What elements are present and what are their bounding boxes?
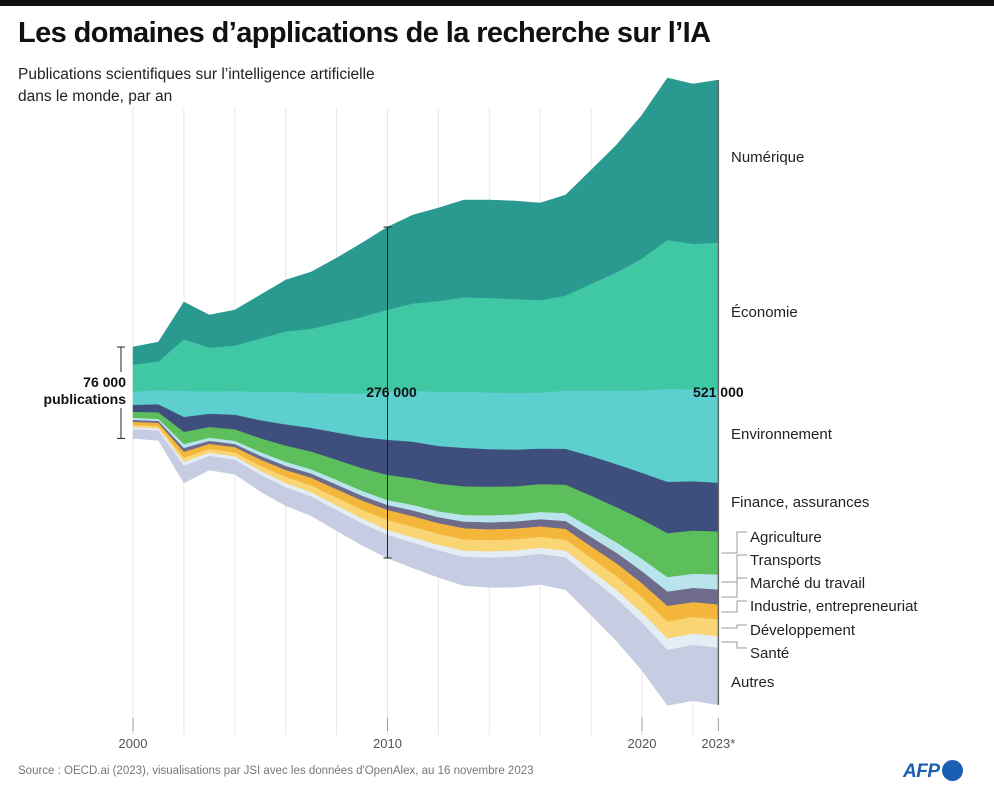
series-label: Santé	[750, 645, 789, 662]
chart-subtitle: Publications scientifiques sur l’intelli…	[18, 64, 538, 108]
series-label: Transports	[750, 552, 821, 569]
label-connector	[721, 531, 747, 554]
subtitle-line-1: Publications scientifiques sur l’intelli…	[18, 66, 375, 83]
x-tick-label: 2023*	[701, 736, 735, 751]
series-label: Agriculture	[750, 529, 822, 546]
series-label: Finance, assurances	[731, 494, 869, 511]
label-connector	[721, 577, 747, 598]
series-label: Industrie, entrepreneuriat	[750, 598, 918, 615]
series-label: Autres	[731, 674, 774, 691]
series-label: Économie	[731, 304, 798, 321]
series-label: Numérique	[731, 149, 804, 166]
x-tick-label: 2000	[119, 736, 148, 751]
subtitle-line-2: dans le monde, par an	[18, 88, 173, 105]
label-connector	[721, 554, 747, 583]
series-label: Marché du travail	[750, 575, 865, 592]
x-tick-label: 2010	[373, 736, 402, 751]
top-bar	[0, 0, 994, 6]
chart-title: Les domaines d’applications de la recher…	[18, 17, 711, 49]
label-connector	[721, 600, 747, 613]
series-label: Développement	[750, 622, 856, 639]
annotation-2000-unit: publications	[44, 391, 127, 407]
label-connector	[721, 641, 747, 649]
annotation-2010-value: 276 000	[366, 384, 417, 400]
label-connector	[721, 624, 747, 629]
x-tick-label: 2020	[628, 736, 657, 751]
area-autres	[132, 429, 719, 706]
afp-logo: AFP	[903, 760, 963, 783]
annotation-2023-value: 521 000	[693, 384, 744, 400]
source-note: Source : OECD.ai (2023), visualisations …	[18, 765, 534, 777]
annotation-2000-value: 76 000	[83, 374, 126, 390]
afp-logo-dot	[941, 760, 963, 781]
series-label: Environnement	[731, 426, 833, 443]
